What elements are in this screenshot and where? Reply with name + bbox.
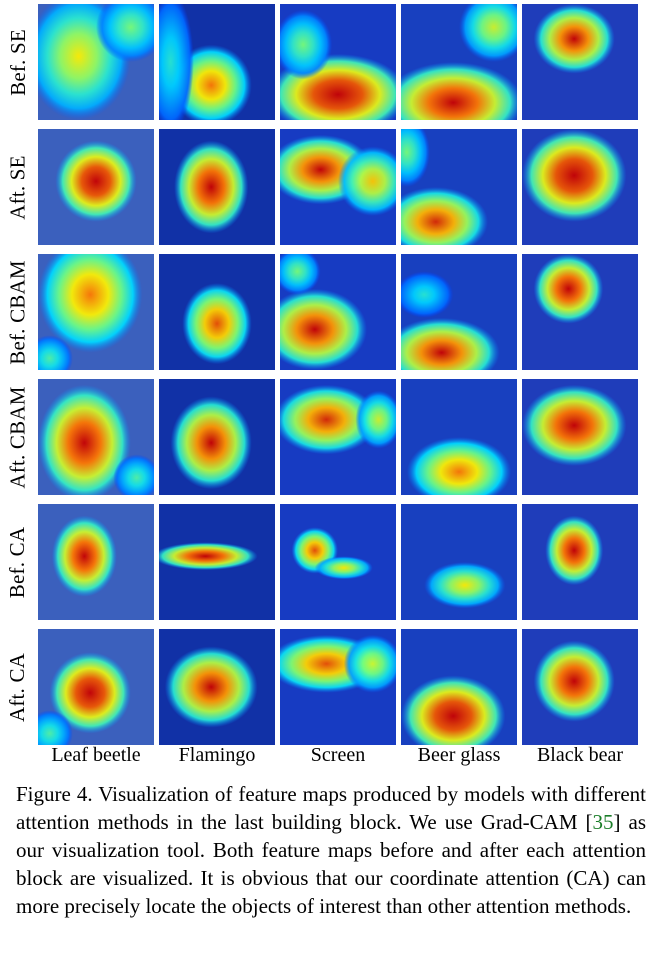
row-label: Bef. SE [0, 4, 36, 120]
heatmap-cell [38, 129, 154, 245]
activation-blob [38, 710, 73, 745]
activation-blob [38, 384, 131, 495]
figure-label: Figure 4. [16, 782, 93, 806]
activation-blob [280, 288, 367, 370]
row-label-text: Bef. CA [5, 526, 30, 598]
heatmap-cell [401, 629, 517, 745]
activation-blob [533, 254, 604, 324]
heatmap-cell [280, 504, 396, 620]
heatmap-cell [38, 379, 154, 495]
activation-blob [401, 187, 488, 245]
heatmap-cell [159, 4, 275, 120]
row-label: Aft. CA [0, 629, 36, 745]
activation-blob [170, 396, 252, 490]
caption-text-part-1: Visualization of feature maps produced b… [16, 782, 647, 834]
column-label: Screen [310, 744, 366, 766]
activation-blob [401, 129, 430, 187]
heatmap-cell [522, 629, 638, 745]
column-label: Flamingo [178, 744, 256, 766]
heatmap-cell [159, 254, 275, 370]
heatmap-cell [401, 504, 517, 620]
activation-blob [401, 317, 500, 370]
activation-blob [182, 283, 252, 365]
heatmap-cell [522, 379, 638, 495]
row-label-text: Bef. CBAM [5, 259, 30, 365]
heatmap-cell [401, 129, 517, 245]
row-label: Bef. CBAM [0, 254, 36, 370]
heatmap-cell [401, 379, 517, 495]
heatmap-cell [401, 254, 517, 370]
activation-blob [96, 4, 154, 62]
heatmap-cell [159, 379, 275, 495]
heatmap-cell [38, 504, 154, 620]
heatmap-cell [38, 629, 154, 745]
figure-caption: Figure 4. Visualization of feature maps … [16, 780, 646, 920]
activation-blob [38, 335, 73, 370]
heatmap-cell [159, 504, 275, 620]
heatmap-cell [38, 4, 154, 120]
heatmap-cell [401, 4, 517, 120]
row-label-text: Aft. CA [5, 652, 30, 722]
heatmap-cell [522, 254, 638, 370]
row-label-text: Aft. CBAM [5, 385, 30, 489]
activation-blob [159, 542, 258, 571]
activation-blob [49, 652, 131, 734]
heatmap-cell [280, 379, 396, 495]
activation-blob [174, 140, 249, 234]
activation-blob [159, 4, 194, 120]
heatmap-cell [280, 254, 396, 370]
activation-blob [406, 437, 512, 495]
activation-blob [355, 390, 396, 449]
activation-blob [113, 454, 154, 495]
heatmap-cell [522, 129, 638, 245]
heatmap-cell [159, 629, 275, 745]
heatmap-cell [522, 504, 638, 620]
activation-blob [401, 675, 506, 745]
heatmap-cell [280, 4, 396, 120]
activation-blob [164, 646, 258, 728]
column-label: Black bear [536, 744, 624, 766]
activation-blob [522, 384, 627, 466]
activation-blob [424, 562, 506, 609]
heatmap-cell [280, 129, 396, 245]
activation-blob [314, 556, 373, 580]
row-label-text: Bef. SE [5, 28, 30, 96]
activation-blob [38, 254, 143, 353]
activation-blob [533, 640, 615, 722]
activation-blob [545, 515, 604, 586]
activation-blob [401, 62, 517, 120]
heatmap-cell [280, 629, 396, 745]
heatmap-cell [38, 254, 154, 370]
activation-blob [533, 4, 615, 74]
activation-blob [459, 4, 517, 62]
column-label: Leaf beetle [51, 744, 141, 766]
row-label: Aft. SE [0, 129, 36, 245]
citation-link[interactable]: 35 [592, 810, 614, 834]
activation-blob [51, 515, 117, 597]
activation-blob [401, 271, 454, 318]
row-label-text: Aft. SE [5, 154, 30, 220]
heatmap-cell [522, 4, 638, 120]
heatmap-cell [159, 129, 275, 245]
activation-blob [280, 254, 321, 295]
activation-blob [338, 146, 396, 216]
activation-blob [55, 140, 137, 222]
row-label: Aft. CBAM [0, 379, 36, 495]
caption-text-part-2: ] as our visualization tool. Both featur… [16, 810, 646, 918]
column-label: Beer glass [417, 744, 501, 766]
activation-blob [343, 634, 396, 693]
activation-blob [522, 129, 627, 222]
row-label: Bef. CA [0, 504, 36, 620]
activation-blob [280, 384, 379, 455]
activation-blob [280, 9, 333, 80]
